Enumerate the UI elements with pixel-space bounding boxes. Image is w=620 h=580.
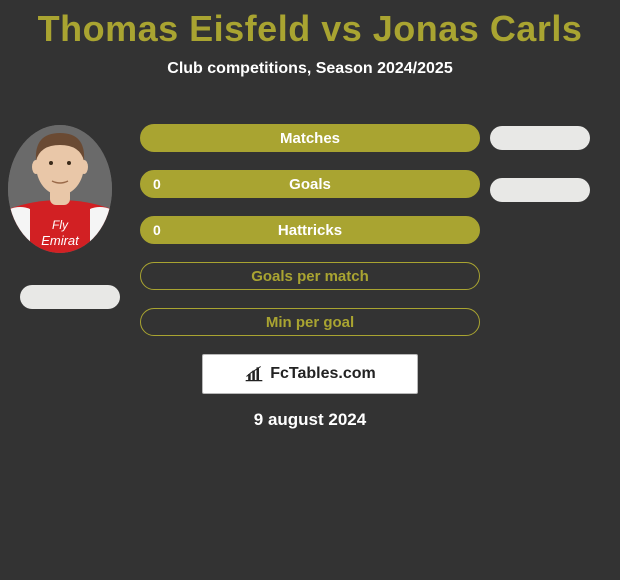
stat-row: Matches — [140, 124, 480, 152]
fctables-badge: FcTables.com — [202, 354, 418, 394]
subtitle: Club competitions, Season 2024/2025 — [0, 60, 620, 78]
right-blank-pill — [490, 126, 590, 150]
stat-label: Matches — [280, 130, 340, 147]
sponsor-line1: Fly — [52, 218, 69, 232]
player-avatar-svg: Fly Emirat — [8, 125, 112, 253]
stat-label: Goals — [289, 176, 331, 193]
jersey-sleeve-right — [90, 207, 112, 253]
stat-row: Hattricks 0 — [140, 216, 480, 244]
stat-label: Hattricks — [278, 222, 342, 239]
player1-avatar: Fly Emirat — [8, 125, 112, 253]
eye-right — [67, 161, 71, 165]
right-blank-pill — [490, 178, 590, 202]
stat-row: Min per goal — [140, 308, 480, 336]
page-title: Thomas Eisfeld vs Jonas Carls — [0, 0, 620, 50]
ear-left — [32, 160, 40, 174]
stat-value-left: 0 — [153, 222, 161, 238]
eye-left — [49, 161, 53, 165]
player2-name: Jonas Carls — [373, 8, 583, 49]
title-vs: vs — [321, 8, 362, 49]
stat-rows: Matches Goals 0 Hattricks 0 Goals per match Mi… — [140, 124, 480, 354]
stat-row: Goals 0 — [140, 170, 480, 198]
left-blank-pill — [20, 285, 120, 309]
stat-label: Goals per match — [251, 268, 369, 285]
stat-label: Min per goal — [266, 314, 354, 331]
ear-right — [80, 160, 88, 174]
stat-row: Goals per match — [140, 262, 480, 290]
sponsor-line2: Emirat — [41, 233, 80, 248]
player1-name: Thomas Eisfeld — [38, 8, 311, 49]
infographic-container: Thomas Eisfeld vs Jonas Carls Club compe… — [0, 0, 620, 580]
date-text: 9 august 2024 — [0, 410, 620, 430]
badge-text: FcTables.com — [270, 365, 376, 383]
bar-chart-icon — [244, 365, 264, 383]
jersey-sleeve-left — [8, 207, 30, 253]
stat-value-left: 0 — [153, 176, 161, 192]
